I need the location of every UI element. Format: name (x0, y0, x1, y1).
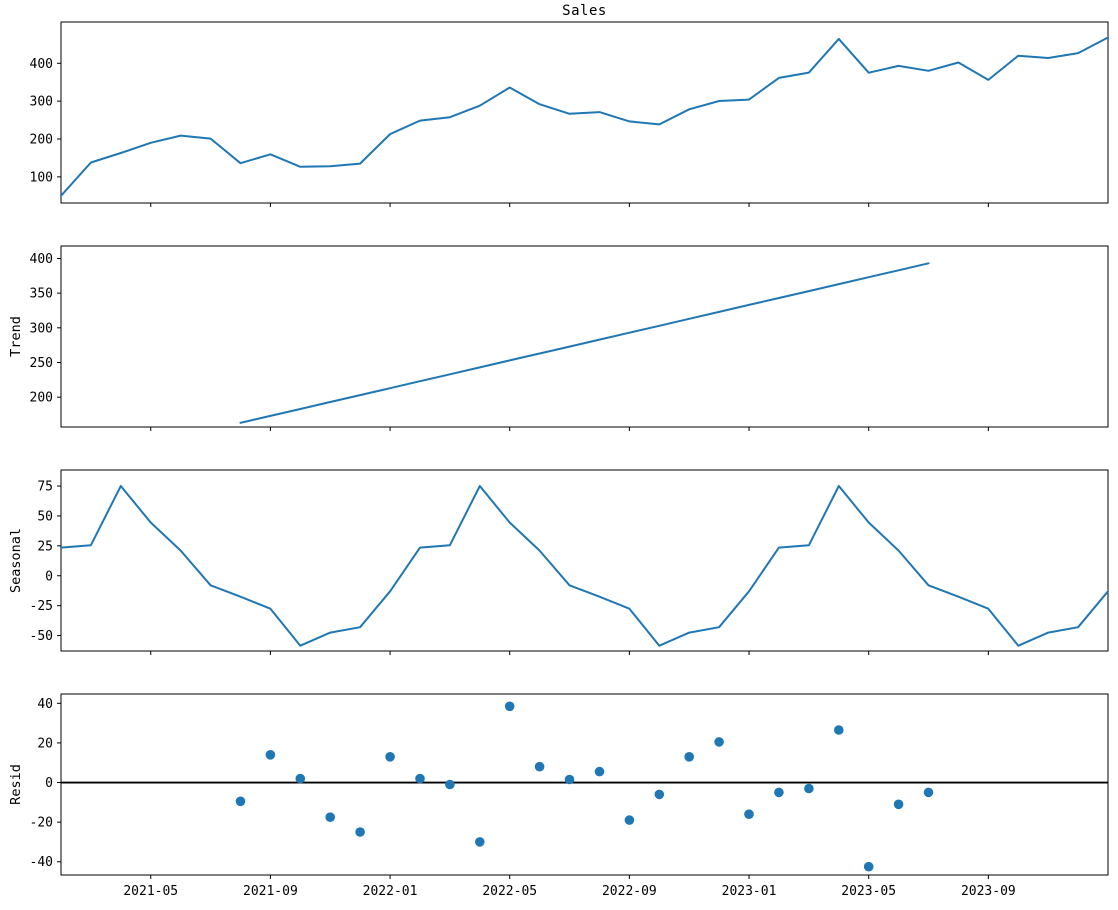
y-tick-label-resid: 40 (37, 697, 53, 712)
axes-spines-observed (60, 21, 1109, 204)
resid-point (415, 773, 425, 784)
resid-point (475, 837, 485, 847)
y-tick-label-resid: -20 (30, 816, 53, 831)
y-tick-label-seasonal: 25 (37, 539, 53, 554)
y-tick-label-seasonal: -25 (30, 599, 53, 614)
y-axis-label-trend: Trend (8, 316, 24, 357)
y-tick-label-resid: 20 (37, 736, 53, 751)
resid-point (714, 737, 724, 747)
x-tick-label: 2022-05 (482, 884, 537, 899)
resid-point (624, 815, 635, 825)
y-tick-label-seasonal: 75 (37, 480, 53, 495)
axes-spines-resid (60, 693, 1109, 876)
y-tick-label-trend: 250 (30, 356, 53, 371)
y-tick-label-resid: 0 (45, 776, 53, 791)
y-tick-label-observed: 300 (30, 95, 53, 110)
x-tick-label: 2022-01 (363, 884, 418, 899)
y-axis-label-seasonal: Seasonal (8, 528, 24, 593)
trend-line (239, 262, 930, 424)
resid-point (594, 766, 605, 777)
resid-point (265, 750, 276, 760)
resid-point (804, 783, 814, 794)
resid-point (834, 725, 844, 735)
x-tick-label: 2021-05 (123, 884, 178, 899)
x-tick-label: 2022-09 (602, 884, 657, 899)
resid-point (684, 752, 694, 762)
x-tick-label: 2023-05 (841, 884, 896, 899)
figure-title: Sales (562, 3, 607, 19)
seasonal-line (60, 485, 1109, 647)
resid-point (235, 796, 246, 807)
y-tick-label-trend: 200 (30, 391, 53, 406)
resid-point (654, 789, 665, 800)
y-tick-label-trend: 400 (30, 252, 53, 267)
resid-point (774, 787, 784, 798)
resid-point (744, 809, 754, 819)
axes-spines-trend (60, 245, 1109, 428)
y-tick-label-trend: 350 (30, 287, 53, 302)
axes-spines-seasonal (60, 469, 1109, 652)
resid-point (564, 774, 575, 785)
y-tick-label-observed: 400 (30, 57, 53, 72)
x-tick-label: 2021-09 (243, 884, 298, 899)
resid-point (893, 799, 904, 810)
resid-point (504, 701, 515, 712)
y-tick-label-observed: 200 (30, 133, 53, 148)
resid-point (923, 787, 934, 798)
y-tick-label-seasonal: -50 (30, 629, 53, 644)
resid-point (863, 861, 874, 872)
resid-point (385, 752, 395, 762)
y-tick-label-observed: 100 (30, 170, 53, 185)
resid-point (325, 812, 336, 822)
x-tick-label: 2023-01 (722, 884, 777, 899)
resid-point (355, 827, 365, 837)
resid-point (445, 779, 455, 790)
observed-line (60, 36, 1109, 197)
y-axis-label-resid: Resid (8, 764, 24, 805)
y-tick-label-resid: -40 (30, 855, 53, 870)
y-tick-label-trend: 300 (30, 321, 53, 336)
x-tick-label: 2023-09 (961, 884, 1016, 899)
resid-point (534, 761, 545, 772)
resid-point (295, 773, 306, 784)
y-tick-label-seasonal: 50 (37, 509, 53, 524)
y-tick-label-seasonal: 0 (45, 569, 53, 584)
